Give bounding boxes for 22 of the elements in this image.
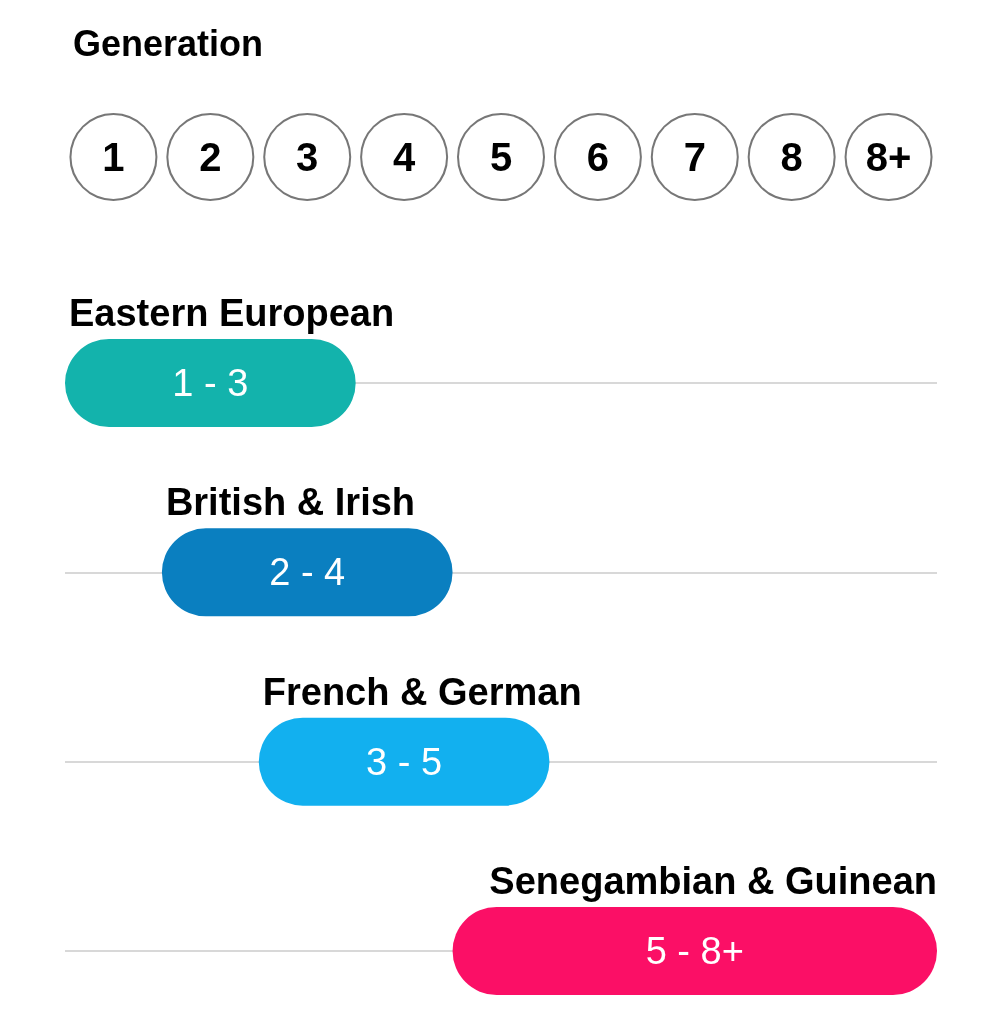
annotation: 3 - 5	[366, 740, 443, 783]
x-tick-label: 2	[199, 135, 222, 179]
annotation: 1 - 3	[172, 362, 249, 404]
annotation: 5 - 8+	[645, 930, 744, 972]
y-tick-label: Senegambian & Guinean	[489, 860, 937, 902]
bar	[65, 339, 356, 427]
bar	[452, 907, 937, 995]
y-tick-label: Eastern European	[69, 292, 395, 334]
x-tick-label: 4	[392, 135, 416, 179]
x-tick-label: 1	[102, 135, 125, 179]
bar	[161, 528, 453, 617]
x-tick-label: 3	[296, 135, 319, 179]
y-tick-label: British & Irish	[165, 481, 416, 524]
chart-title: Generation	[73, 22, 264, 64]
x-tick-label: 5	[489, 135, 513, 179]
x-tick-label: 8+	[865, 135, 912, 179]
x-tick-label: 8	[780, 135, 803, 179]
x-tick-label: 7	[683, 135, 706, 179]
bar	[258, 717, 550, 806]
x-tick-label: 6	[586, 135, 610, 179]
annotation: 2 - 4	[269, 551, 346, 594]
y-tick-label: French & German	[262, 670, 582, 713]
